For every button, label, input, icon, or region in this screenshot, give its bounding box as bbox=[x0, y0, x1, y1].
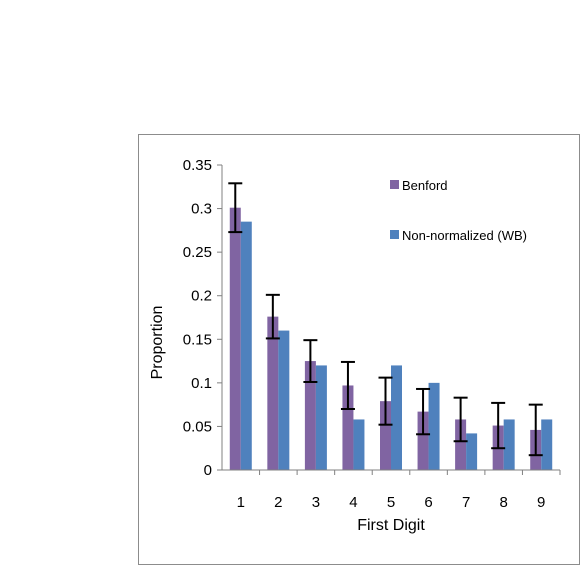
error-bar-benford bbox=[303, 339, 318, 383]
bar-non-normalized bbox=[466, 433, 478, 470]
bar-non-normalized bbox=[541, 419, 553, 470]
x-tick-label: 4 bbox=[349, 494, 357, 511]
error-bar-benford bbox=[228, 182, 243, 234]
x-axis-ticks: 1 2 3 4 5 6 7 8 9 bbox=[237, 470, 561, 511]
bar-non-normalized bbox=[353, 419, 365, 470]
bar-benford bbox=[229, 207, 241, 470]
legend-label-non-normalized: Non-normalized (WB) bbox=[402, 228, 527, 243]
bar-benford bbox=[417, 411, 429, 470]
y-tick-label: 0.3 bbox=[191, 201, 212, 218]
error-bar-benford bbox=[528, 403, 543, 457]
y-axis-title: Proportion bbox=[149, 306, 166, 380]
y-tick-label: 0.1 bbox=[191, 375, 212, 392]
error-bar-benford bbox=[265, 293, 280, 340]
bar-non-normalized bbox=[240, 221, 252, 470]
x-tick-label: 5 bbox=[387, 494, 395, 511]
bar-benford bbox=[267, 316, 279, 470]
x-tick-label: 3 bbox=[312, 494, 320, 511]
legend-label-benford: Benford bbox=[402, 178, 448, 193]
bar-non-normalized bbox=[428, 382, 440, 470]
error-bars bbox=[228, 182, 543, 457]
x-tick-label: 7 bbox=[462, 494, 470, 511]
legend: Benford Non-normalized (WB) bbox=[390, 178, 527, 243]
y-axis-ticks: 0 0.05 0.1 0.15 0.2 0.25 0.3 0.35 bbox=[183, 157, 222, 479]
x-tick-label: 6 bbox=[424, 494, 432, 511]
y-tick-label: 0.25 bbox=[183, 244, 212, 261]
bar-non-normalized bbox=[391, 365, 402, 470]
x-tick-label: 2 bbox=[274, 494, 282, 511]
bar-non-normalized bbox=[503, 419, 515, 470]
bar-benford bbox=[342, 385, 354, 470]
error-bar-benford bbox=[340, 360, 355, 410]
legend-swatch-non-normalized bbox=[390, 230, 399, 239]
x-tick-label: 9 bbox=[537, 494, 545, 511]
bar-non-normalized bbox=[278, 330, 290, 470]
error-bar-benford bbox=[416, 387, 431, 436]
y-tick-label: 0.05 bbox=[183, 418, 212, 435]
x-tick-label: 8 bbox=[499, 494, 507, 511]
y-tick-label: 0 bbox=[204, 462, 212, 479]
x-axis-title: First Digit bbox=[357, 517, 425, 534]
bar-benford bbox=[304, 361, 316, 470]
y-tick-label: 0.15 bbox=[183, 331, 212, 348]
y-tick-label: 0.2 bbox=[191, 288, 212, 305]
chart-frame bbox=[138, 134, 580, 565]
error-bar-benford bbox=[453, 396, 468, 443]
y-tick-label: 0.35 bbox=[183, 157, 212, 174]
bars bbox=[229, 207, 553, 470]
bar-non-normalized bbox=[315, 365, 327, 470]
bar-benford bbox=[380, 401, 391, 470]
x-tick-label: 1 bbox=[237, 494, 245, 511]
error-bar-benford bbox=[491, 401, 506, 450]
error-bar-benford bbox=[378, 376, 393, 426]
bar-benford bbox=[455, 419, 467, 470]
legend-swatch-benford bbox=[390, 180, 399, 189]
